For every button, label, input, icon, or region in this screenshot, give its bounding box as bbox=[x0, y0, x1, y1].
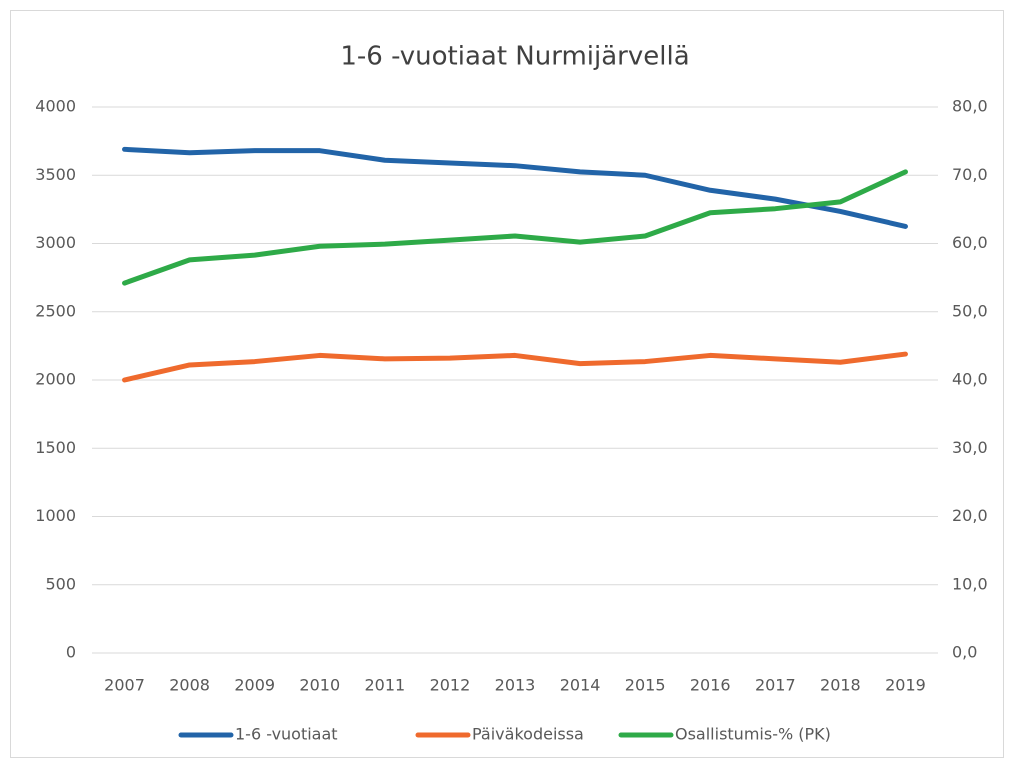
x-tick-label: 2013 bbox=[495, 676, 536, 695]
x-tick-label: 2007 bbox=[104, 676, 145, 695]
x-tick-label: 2011 bbox=[364, 676, 405, 695]
y-tick-label: 2000 bbox=[35, 370, 76, 389]
y2-tick-label: 70,0 bbox=[952, 165, 988, 184]
data-line bbox=[122, 169, 908, 286]
x-tick-label: 2019 bbox=[885, 676, 926, 695]
y-tick-label: 3000 bbox=[35, 233, 76, 252]
y-tick-label: 4000 bbox=[35, 97, 76, 116]
y-tick-label: 2500 bbox=[35, 301, 76, 320]
x-tick-label: 2015 bbox=[625, 676, 666, 695]
y2-tick-label: 80,0 bbox=[952, 97, 988, 116]
y2-tick-label: 0,0 bbox=[952, 643, 977, 662]
x-tick-label: 2009 bbox=[234, 676, 275, 695]
legend-label: Osallistumis-% (PK) bbox=[675, 725, 831, 744]
x-tick-label: 2016 bbox=[690, 676, 731, 695]
y-tick-label: 3500 bbox=[35, 165, 76, 184]
y2-tick-label: 40,0 bbox=[952, 370, 988, 389]
y2-tick-label: 30,0 bbox=[952, 438, 988, 457]
x-tick-label: 2014 bbox=[560, 676, 601, 695]
y2-tick-label: 50,0 bbox=[952, 301, 988, 320]
y2-tick-label: 60,0 bbox=[952, 233, 988, 252]
x-tick-label: 2018 bbox=[820, 676, 861, 695]
data-line bbox=[122, 351, 908, 383]
legend-label: Päiväkodeissa bbox=[472, 725, 584, 744]
legend-label: 1-6 -vuotiaat bbox=[235, 725, 338, 744]
data-line bbox=[122, 146, 908, 229]
chart-title: 1-6 -vuotiaat Nurmijärvellä bbox=[340, 42, 689, 72]
y-tick-label: 500 bbox=[45, 574, 76, 593]
chart-border bbox=[10, 10, 1004, 758]
y-tick-label: 0 bbox=[66, 643, 76, 662]
y-tick-label: 1500 bbox=[35, 438, 76, 457]
y2-tick-label: 10,0 bbox=[952, 574, 988, 593]
x-tick-label: 2010 bbox=[299, 676, 340, 695]
y-tick-label: 1000 bbox=[35, 506, 76, 525]
x-tick-label: 2017 bbox=[755, 676, 796, 695]
y2-tick-label: 20,0 bbox=[952, 506, 988, 525]
x-tick-label: 2012 bbox=[430, 676, 471, 695]
x-tick-label: 2008 bbox=[169, 676, 210, 695]
